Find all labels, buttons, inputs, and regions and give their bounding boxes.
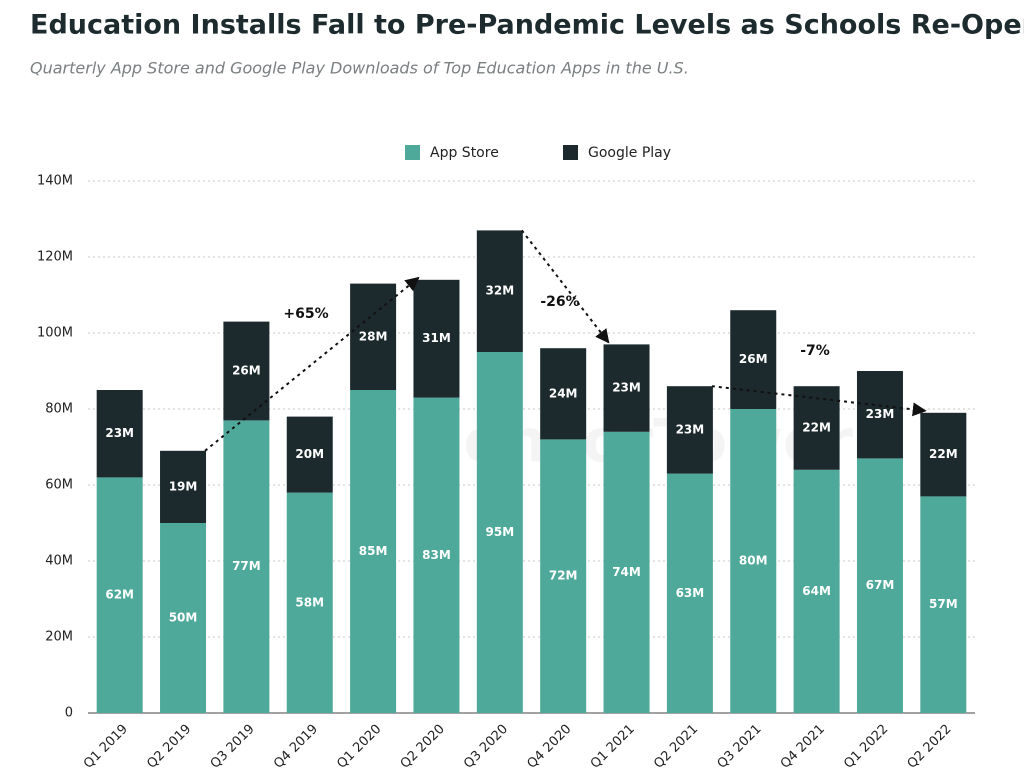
- value-label: 23M: [866, 407, 895, 421]
- bar-segment: [666, 473, 713, 713]
- annotation: +65%: [283, 306, 328, 322]
- bar-segment: [856, 371, 903, 459]
- bar-segment: [603, 344, 650, 432]
- bar-segment: [286, 416, 333, 493]
- x-tick-label: Q4 2020: [524, 722, 574, 772]
- value-label: 24M: [549, 386, 578, 400]
- value-label: 74M: [612, 565, 641, 579]
- bar-segment: [666, 386, 713, 474]
- x-tick-label: Q3 2021: [715, 722, 765, 772]
- legend-label: Google Play: [588, 145, 671, 161]
- value-label: 83M: [422, 548, 451, 562]
- bar-segment: [856, 458, 903, 713]
- bar-segment: [540, 439, 587, 713]
- value-label: 26M: [232, 364, 261, 378]
- x-tick-label: Q4 2019: [271, 722, 321, 772]
- bar-segment: [223, 420, 270, 713]
- chart-subtitle: Quarterly App Store and Google Play Down…: [30, 59, 689, 78]
- y-tick-label: 140M: [37, 174, 73, 189]
- trend-arrow: [521, 229, 610, 344]
- x-tick-label: Q4 2021: [778, 722, 828, 772]
- legend-swatch: [405, 145, 420, 160]
- value-label: 32M: [486, 284, 515, 298]
- bar-segment: [160, 450, 207, 523]
- bar-segment: [223, 321, 270, 421]
- x-tick-label: Q3 2020: [461, 722, 511, 772]
- x-tick-label: Q1 2019: [81, 722, 131, 772]
- chart-title: Education Installs Fall to Pre-Pandemic …: [30, 10, 1024, 41]
- legend-label: App Store: [430, 145, 499, 161]
- annotation: -26%: [540, 294, 579, 310]
- value-label: 85M: [359, 544, 388, 558]
- value-label: 22M: [929, 447, 958, 461]
- bar-segment: [160, 523, 207, 713]
- value-label: 31M: [422, 331, 451, 345]
- bar-segment: [96, 477, 143, 713]
- y-tick-label: 80M: [45, 402, 73, 417]
- x-tick-label: Q1 2022: [841, 722, 891, 772]
- annotation: -7%: [800, 343, 830, 359]
- x-tick-label: Q2 2020: [398, 722, 448, 772]
- bar-segment: [413, 279, 460, 398]
- bar-segment: [476, 352, 523, 713]
- x-tick-label: Q1 2021: [588, 722, 638, 772]
- bar-segment: [793, 469, 840, 713]
- bar-segment: [350, 390, 397, 713]
- value-label: 28M: [359, 329, 388, 343]
- bar-segment: [540, 348, 587, 440]
- value-label: 23M: [676, 422, 705, 436]
- y-tick-label: 100M: [37, 326, 73, 341]
- bar-segment: [413, 397, 460, 713]
- value-label: 95M: [486, 525, 515, 539]
- bar-segment: [350, 283, 397, 390]
- legend-swatch: [563, 145, 578, 160]
- y-tick-label: 60M: [45, 478, 73, 493]
- x-tick-label: Q3 2019: [208, 722, 258, 772]
- value-label: 20M: [295, 447, 324, 461]
- value-label: 57M: [929, 597, 958, 611]
- bar-segment: [920, 496, 967, 713]
- value-label: 67M: [866, 578, 895, 592]
- value-label: 26M: [739, 352, 768, 366]
- bar-segment: [603, 431, 650, 713]
- value-label: 50M: [169, 611, 198, 625]
- x-tick-label: Q2 2021: [651, 722, 701, 772]
- value-label: 62M: [105, 588, 134, 602]
- x-tick-label: Q1 2020: [334, 722, 384, 772]
- y-tick-label: 40M: [45, 554, 73, 569]
- value-label: 23M: [105, 426, 134, 440]
- y-tick-label: 120M: [37, 250, 73, 265]
- trend-arrow: [711, 385, 927, 417]
- x-tick-label: Q2 2019: [144, 722, 194, 772]
- y-tick-label: 20M: [45, 630, 73, 645]
- value-label: 19M: [169, 479, 198, 493]
- bar-segment: [730, 409, 777, 713]
- value-label: 63M: [676, 586, 705, 600]
- value-label: 80M: [739, 554, 768, 568]
- y-tick-label: 0: [65, 706, 73, 721]
- bar-segment: [96, 390, 143, 478]
- bar-segment: [476, 230, 523, 352]
- bar-segment: [920, 412, 967, 497]
- x-tick-label: Q2 2022: [905, 722, 955, 772]
- value-label: 77M: [232, 559, 261, 573]
- value-label: 64M: [802, 584, 831, 598]
- value-label: 23M: [612, 381, 641, 395]
- value-label: 72M: [549, 569, 578, 583]
- value-label: 22M: [802, 421, 831, 435]
- value-label: 58M: [295, 595, 324, 609]
- bar-segment: [286, 492, 333, 713]
